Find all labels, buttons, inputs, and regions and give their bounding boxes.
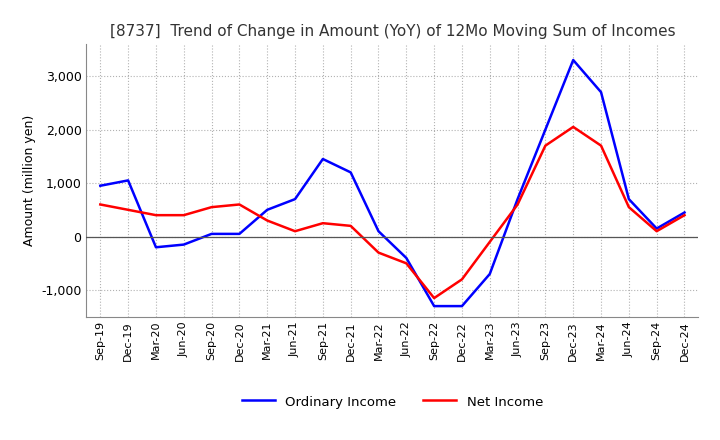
- Ordinary Income: [263, 207, 271, 213]
- Ordinary Income: [96, 183, 104, 188]
- Ordinary Income: [485, 271, 494, 277]
- Ordinary Income: [374, 228, 383, 234]
- Net Income: [96, 202, 104, 207]
- Ordinary Income: [652, 226, 661, 231]
- Net Income: [318, 220, 327, 226]
- Net Income: [680, 213, 689, 218]
- Ordinary Income: [318, 156, 327, 161]
- Net Income: [402, 260, 410, 266]
- Ordinary Income: [680, 210, 689, 215]
- Net Income: [124, 207, 132, 213]
- Net Income: [179, 213, 188, 218]
- Net Income: [235, 202, 243, 207]
- Net Income: [458, 277, 467, 282]
- Net Income: [152, 213, 161, 218]
- Net Income: [624, 205, 633, 210]
- Title: [8737]  Trend of Change in Amount (YoY) of 12Mo Moving Sum of Incomes: [8737] Trend of Change in Amount (YoY) o…: [109, 24, 675, 39]
- Line: Net Income: Net Income: [100, 127, 685, 298]
- Ordinary Income: [513, 197, 522, 202]
- Net Income: [652, 228, 661, 234]
- Ordinary Income: [541, 127, 550, 132]
- Ordinary Income: [179, 242, 188, 247]
- Net Income: [513, 202, 522, 207]
- Ordinary Income: [430, 304, 438, 309]
- Ordinary Income: [235, 231, 243, 237]
- Net Income: [263, 218, 271, 223]
- Ordinary Income: [152, 245, 161, 250]
- Net Income: [291, 228, 300, 234]
- Ordinary Income: [207, 231, 216, 237]
- Ordinary Income: [124, 178, 132, 183]
- Ordinary Income: [458, 304, 467, 309]
- Net Income: [541, 143, 550, 148]
- Net Income: [207, 205, 216, 210]
- Legend: Ordinary Income, Net Income: Ordinary Income, Net Income: [237, 389, 548, 414]
- Net Income: [485, 239, 494, 245]
- Ordinary Income: [402, 255, 410, 260]
- Line: Ordinary Income: Ordinary Income: [100, 60, 685, 306]
- Ordinary Income: [624, 197, 633, 202]
- Net Income: [430, 295, 438, 301]
- Ordinary Income: [569, 57, 577, 62]
- Ordinary Income: [346, 170, 355, 175]
- Ordinary Income: [597, 89, 606, 95]
- Ordinary Income: [291, 197, 300, 202]
- Net Income: [569, 124, 577, 129]
- Net Income: [597, 143, 606, 148]
- Y-axis label: Amount (million yen): Amount (million yen): [22, 115, 35, 246]
- Net Income: [346, 223, 355, 228]
- Net Income: [374, 250, 383, 255]
